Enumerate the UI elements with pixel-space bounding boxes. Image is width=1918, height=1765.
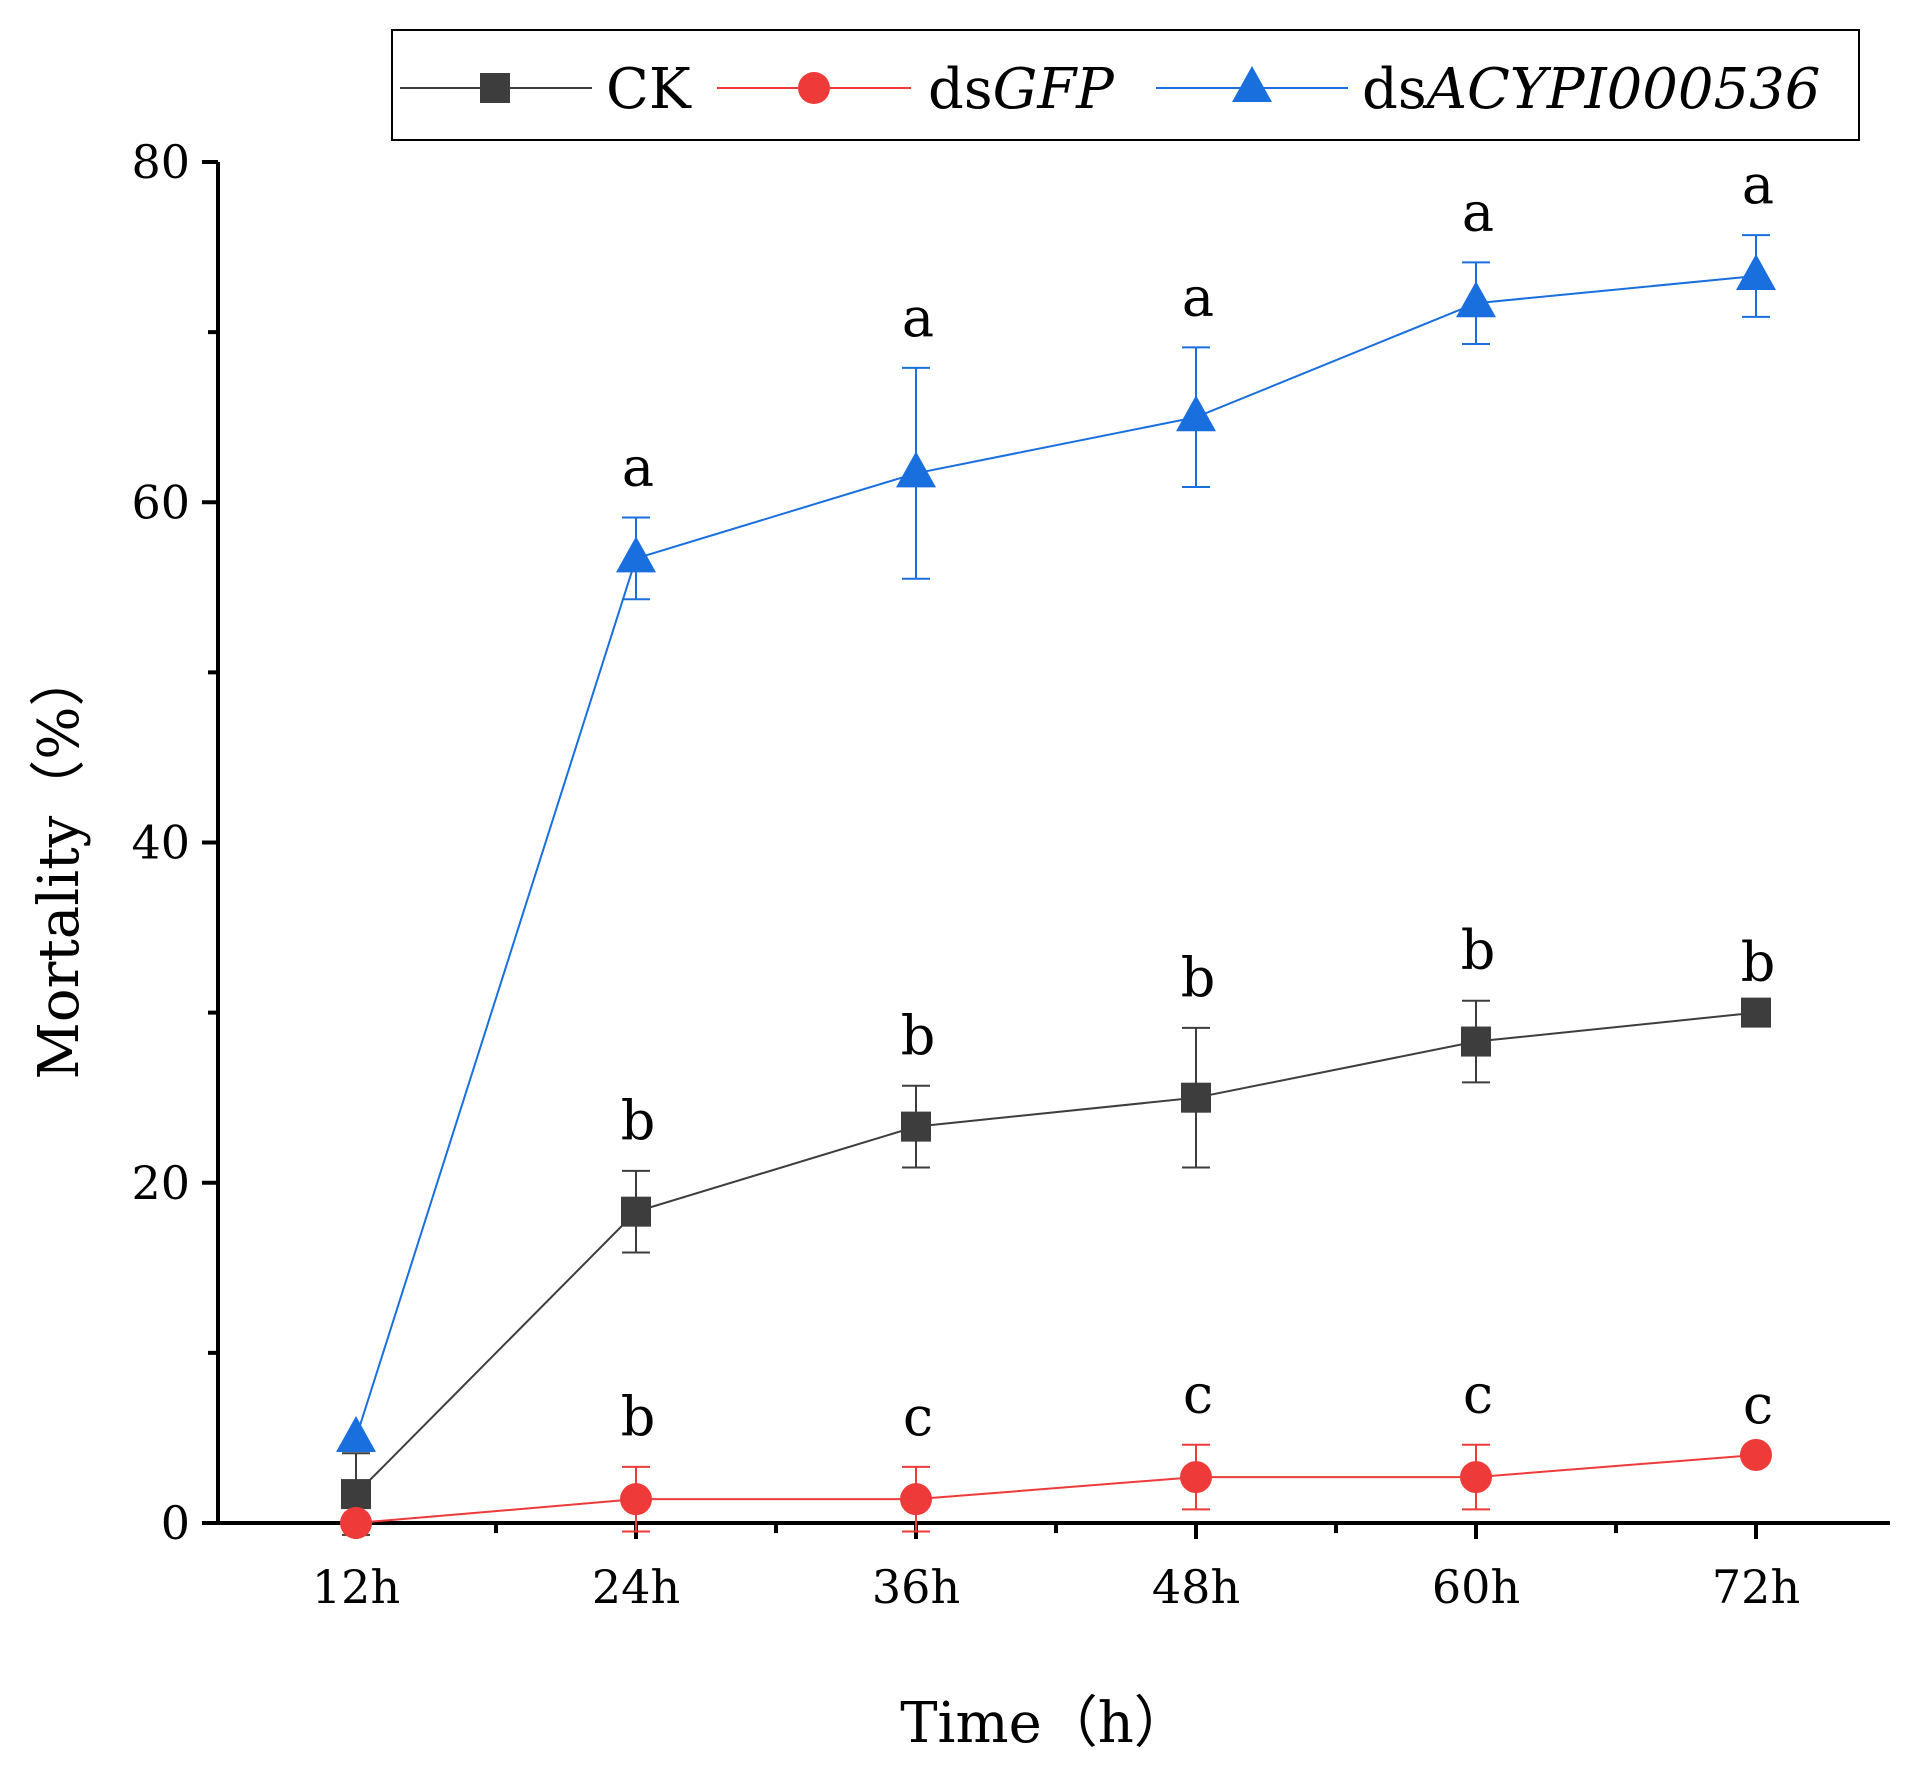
data-point [1176, 395, 1216, 432]
x-tick-label: 24h [592, 1560, 680, 1614]
plot-area: b b b b b b c c c c a a a a a [336, 153, 1776, 1539]
significance-letter: b [1461, 919, 1496, 982]
data-point [1460, 1461, 1492, 1494]
series-line [355, 1453, 1757, 1524]
significance-letter: a [902, 286, 934, 349]
data-point [616, 536, 656, 573]
series-CK: b b b b b [341, 919, 1776, 1536]
legend-label: dsGFP [928, 57, 1115, 122]
significance-letter: a [1462, 180, 1494, 243]
legend-entry-dsACYPI000536: dsACYPI000536 [1156, 57, 1820, 122]
x-axis-title: Time（h） [900, 1691, 1190, 1756]
significance-letter: b [621, 1089, 656, 1152]
data-point [1740, 1438, 1772, 1471]
x-tick-label: 48h [1152, 1560, 1240, 1614]
series-line [355, 274, 1757, 1439]
significance-letter: b [1741, 931, 1776, 994]
y-axis-title: Mortality（%） [27, 651, 92, 1080]
data-point [1456, 281, 1496, 318]
significance-letter: a [622, 436, 654, 499]
y-tick-label: 40 [131, 816, 190, 870]
series-dsACYPI000536: a a a a a [336, 153, 1776, 1452]
significance-letter: b [901, 1004, 936, 1067]
significance-letter: a [1742, 153, 1774, 216]
significance-letter: a [1182, 265, 1214, 328]
data-point [340, 1507, 372, 1539]
y-tick-label: 20 [131, 1156, 190, 1210]
significance-letter: b [1181, 946, 1216, 1009]
data-point [1736, 253, 1776, 290]
data-point [621, 1196, 651, 1227]
legend-label: dsACYPI000536 [1362, 57, 1820, 122]
legend-entry-dsGFP: dsGFP [717, 57, 1115, 122]
data-point [1741, 997, 1771, 1028]
axes: 0 20 40 60 80 12h 24h 36h 48h 60h 72h [131, 135, 1890, 1614]
y-tick-label: 80 [131, 135, 190, 189]
data-point [620, 1483, 652, 1516]
legend-box [391, 29, 1860, 141]
legend-marker [480, 73, 510, 103]
data-point [336, 1415, 376, 1452]
series-line [355, 1011, 1757, 1495]
significance-letter: c [1743, 1373, 1773, 1436]
legend-label: CK [606, 57, 692, 122]
data-point [896, 451, 936, 488]
legend-marker [798, 72, 830, 104]
y-tick-label: 60 [131, 475, 190, 529]
data-point [341, 1479, 371, 1510]
significance-letter: c [903, 1385, 933, 1448]
legend: CK dsGFP dsACYPI000536 [391, 29, 1860, 141]
significance-letter: c [1463, 1363, 1493, 1426]
x-tick-label: 12h [312, 1560, 400, 1614]
data-point [900, 1483, 932, 1516]
data-point [1461, 1026, 1491, 1057]
data-point [901, 1111, 931, 1142]
significance-letter: c [1183, 1363, 1213, 1426]
x-tick-label: 60h [1432, 1560, 1520, 1614]
y-tick-label: 0 [161, 1496, 190, 1550]
x-tick-label: 36h [872, 1560, 960, 1614]
data-point [1180, 1461, 1212, 1494]
legend-entry-CK: CK [400, 57, 692, 122]
x-tick-label: 72h [1712, 1560, 1800, 1614]
legend-marker [1232, 66, 1272, 102]
significance-letter: b [621, 1385, 656, 1448]
data-point [1181, 1082, 1211, 1113]
